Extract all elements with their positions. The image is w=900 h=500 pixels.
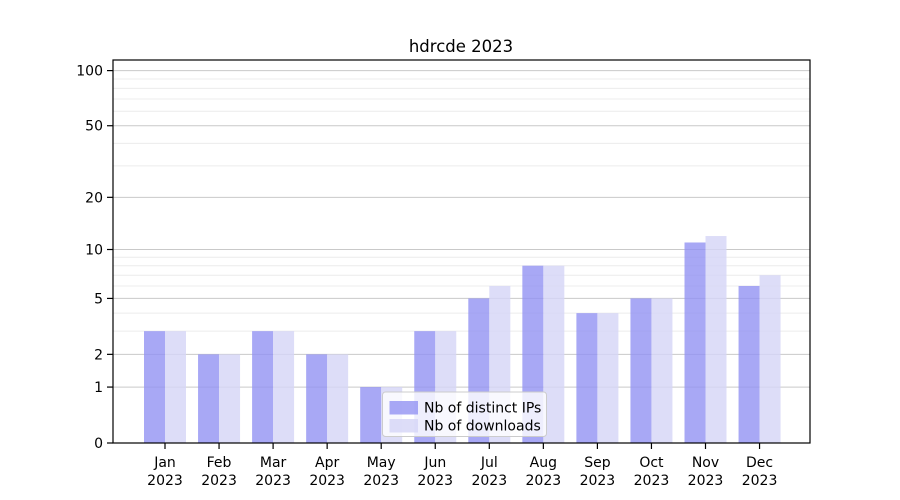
bar-distinct-ips-feb — [198, 354, 220, 443]
y-tick-label: 5 — [94, 291, 103, 307]
bar-downloads-feb — [219, 354, 241, 443]
x-tick-label-month: Feb — [207, 455, 232, 471]
x-tick-label-year: 2023 — [688, 473, 724, 489]
x-tick-label-month: Jul — [480, 455, 498, 471]
x-tick-label-year: 2023 — [634, 473, 670, 489]
x-tick-label-year: 2023 — [742, 473, 778, 489]
x-tick-label-year: 2023 — [417, 473, 453, 489]
x-tick-label-month: Dec — [746, 455, 773, 471]
x-tick-label-year: 2023 — [147, 473, 183, 489]
bar-distinct-ips-oct — [630, 298, 652, 443]
x-tick-label-year: 2023 — [255, 473, 291, 489]
y-tick-label: 10 — [85, 243, 103, 259]
x-tick-label-year: 2023 — [363, 473, 399, 489]
bar-downloads-sep — [597, 313, 619, 443]
bar-downloads-jan — [165, 331, 186, 443]
legend-swatch-distinct-ips — [389, 401, 418, 415]
x-tick-label-month: May — [367, 455, 396, 471]
bar-downloads-apr — [327, 354, 349, 443]
x-tick-label-month: Apr — [315, 455, 339, 471]
bar-distinct-ips-sep — [576, 313, 598, 443]
x-tick-label-month: Jun — [423, 455, 446, 471]
x-tick-label-month: Mar — [260, 455, 287, 471]
bar-distinct-ips-mar — [252, 331, 274, 443]
bar-downloads-nov — [705, 236, 727, 443]
x-tick-label-month: Sep — [584, 455, 611, 471]
y-tick-label: 0 — [94, 436, 103, 452]
bar-distinct-ips-may — [360, 387, 382, 443]
bar-downloads-dec — [759, 275, 781, 443]
y-tick-label: 1 — [94, 380, 103, 396]
x-tick-label-year: 2023 — [580, 473, 616, 489]
bar-distinct-ips-apr — [306, 354, 328, 443]
plot-border — [112, 59, 811, 444]
y-tick-label: 100 — [76, 64, 103, 80]
x-tick-label-month: Nov — [692, 455, 719, 471]
bar-distinct-ips-dec — [738, 285, 760, 443]
chart-render-layer: 0 1 2 5 10 20 50 100 Jan 2023 Feb 2023 Mar 2023 Apr 202… — [76, 59, 811, 489]
x-tick-label-month: Aug — [530, 455, 557, 471]
bar-downloads-aug — [543, 265, 565, 443]
bar-distinct-ips-nov — [684, 242, 706, 443]
x-tick-label-month: Oct — [639, 455, 664, 471]
bar-downloads-mar — [273, 331, 295, 443]
y-tick-label: 50 — [85, 119, 103, 135]
x-tick-label-year: 2023 — [526, 473, 562, 489]
bar-downloads-oct — [651, 298, 673, 443]
x-tick-label-year: 2023 — [309, 473, 345, 489]
chart-title: hdrcde 2023 — [409, 37, 513, 56]
bar-distinct-ips-jan — [144, 331, 165, 443]
y-tick-label: 20 — [85, 190, 103, 206]
legend-label-distinct-ips: Nb of distinct IPs — [424, 401, 541, 417]
legend-box — [382, 391, 547, 437]
x-tick-label-month: Jan — [153, 455, 176, 471]
x-tick-label-year: 2023 — [471, 473, 507, 489]
legend-swatch-downloads — [389, 419, 418, 433]
y-tick-label: 2 — [94, 347, 103, 363]
x-tick-label-year: 2023 — [201, 473, 237, 489]
legend-label-downloads: Nb of downloads — [424, 419, 541, 435]
